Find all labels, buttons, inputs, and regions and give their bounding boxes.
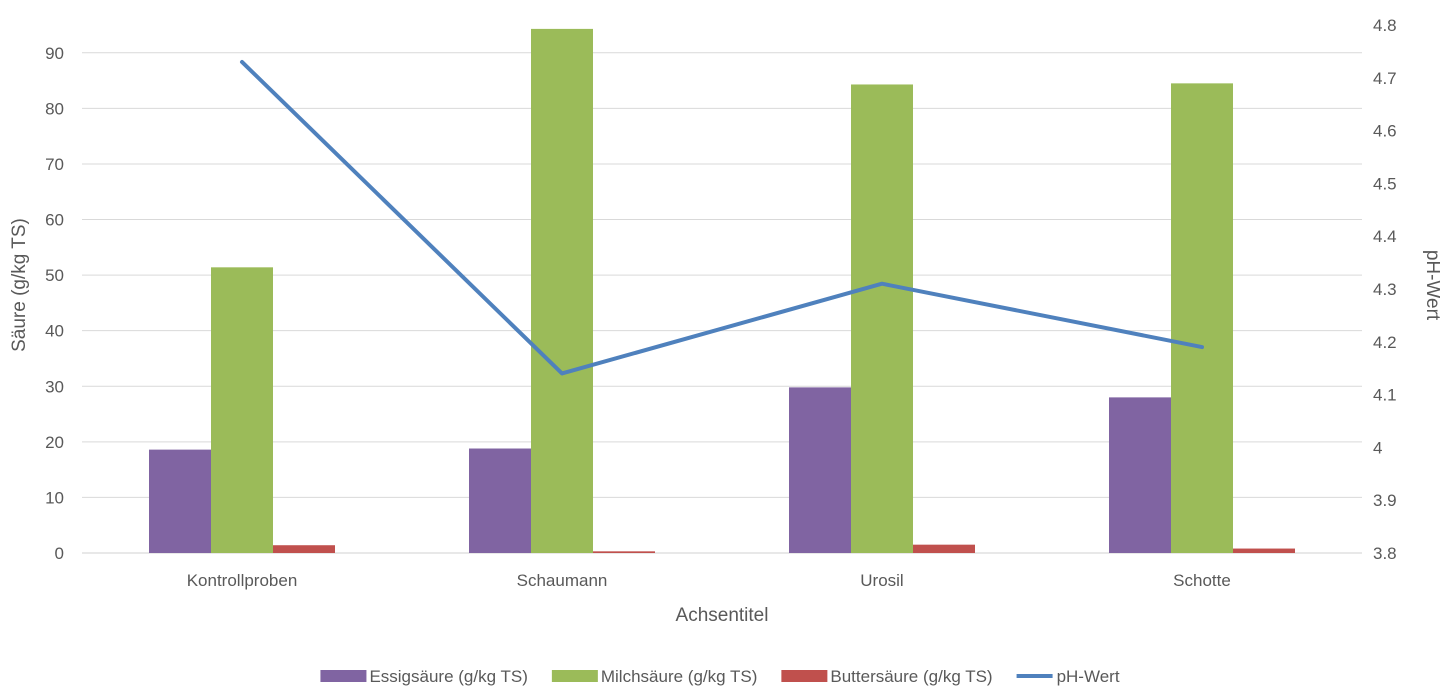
legend-swatch [781,670,828,682]
x-tick-label: Schaumann [517,571,608,590]
bar-3 [913,544,975,553]
bar-3 [593,551,655,553]
legend-label: Essigsäure (g/kg TS) [369,667,527,686]
legend-swatch [320,670,367,682]
legend: Essigsäure (g/kg TS) Milchsäure (g/kg TS)… [320,667,1120,686]
y2-tick-label: 3.9 [1373,491,1397,510]
y2-tick-label: 4.4 [1373,227,1397,246]
bar-2 [1171,83,1233,553]
legend-label: Milchsäure (g/kg TS) [601,667,758,686]
y-tick-label: 10 [45,488,64,507]
legend-item: Buttersäure (g/kg TS) [781,667,993,686]
x-tick-label: Schotte [1173,571,1231,590]
legend-label: Buttersäure (g/kg TS) [830,667,992,686]
x-tick-label: Urosil [860,571,903,590]
y-tick-label: 0 [55,544,64,563]
y-tick-label: 80 [45,99,64,118]
legend-swatch [551,670,598,682]
y-tick-label: 50 [45,266,64,285]
x-axis-title: Achsentitel [676,605,769,626]
y-axis-title: Säure (g/kg TS) [9,218,30,352]
line-series [240,59,1204,376]
y2-tick-label: 4.3 [1373,280,1397,299]
y2-tick-label: 4.8 [1373,16,1397,35]
bar-1 [149,449,211,553]
legend-label: pH-Wert [1057,667,1120,686]
y2-tick-label: 3.8 [1373,544,1397,563]
x-tick-label: Kontrollproben [187,571,298,590]
legend-item: pH-Wert [1016,667,1120,686]
bar-3 [1233,548,1295,553]
y2-axis-title: pH-Wert [1422,250,1440,321]
y-tick-label: 90 [45,44,64,63]
right-axis-ticks: 3.8 3.9 4 4.1 4.2 4.3 4.4 4.5 4.6 4.7 4.8 [1373,16,1397,563]
y-tick-label: 30 [45,377,64,396]
bar-1 [1109,397,1171,553]
y-tick-label: 40 [45,322,64,341]
y2-tick-label: 4.6 [1373,122,1397,141]
legend-item: Milchsäure (g/kg TS) [551,667,758,686]
ph-line [240,59,1204,376]
y2-tick-label: 4.2 [1373,333,1397,352]
y-tick-label: 20 [45,433,64,452]
gridlines [82,52,1362,554]
y-tick-label: 60 [45,211,64,230]
legend-item: Essigsäure (g/kg TS) [320,667,528,686]
bar-2 [851,84,913,553]
bar-series [149,28,1295,554]
y-tick-label: 70 [45,155,64,174]
y2-tick-label: 4.5 [1373,174,1397,193]
y2-tick-label: 4.1 [1373,386,1397,405]
y2-tick-label: 4.7 [1373,69,1397,88]
bar-1 [789,387,851,553]
y2-tick-label: 4 [1373,438,1382,457]
bar-3 [273,545,335,553]
bar-2 [211,267,273,553]
bar-2 [531,28,593,554]
x-axis-ticks: Kontrollproben Schaumann Urosil Schotte [187,571,1231,590]
bar-1 [469,448,531,553]
left-axis-ticks: 0 10 20 30 40 50 60 70 80 90 [45,44,64,563]
